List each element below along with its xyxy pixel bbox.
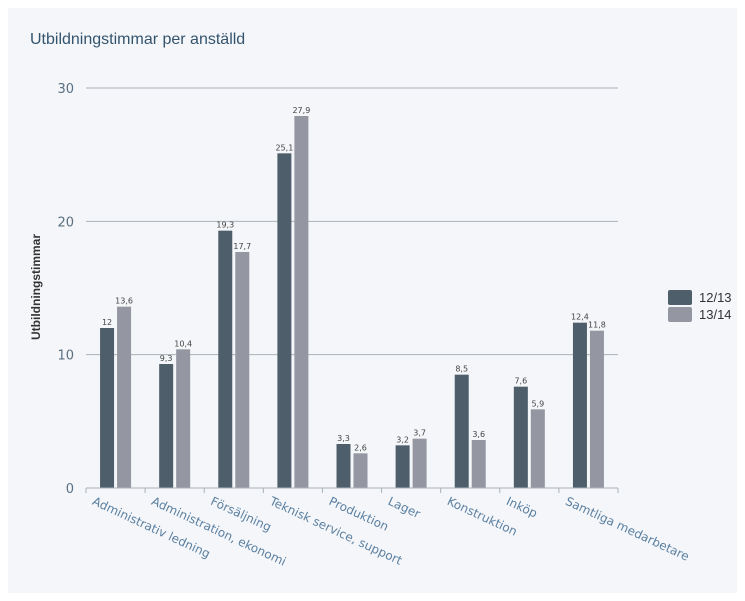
bar <box>353 453 368 488</box>
bar <box>589 330 604 488</box>
y-axis-label: Utbildningstimmar <box>29 234 43 340</box>
bar <box>530 409 545 488</box>
data-label: 3,3 <box>337 434 350 443</box>
bar <box>176 349 191 488</box>
y-tick-label: 0 <box>66 482 74 497</box>
data-label: 25,1 <box>275 143 293 152</box>
data-label: 9,3 <box>160 354 173 363</box>
bar <box>572 322 587 488</box>
legend-swatch <box>668 290 692 305</box>
chart-panel <box>8 8 737 593</box>
data-label: 7,6 <box>514 377 527 386</box>
y-tick-label: 30 <box>57 82 74 97</box>
data-label: 13,6 <box>115 297 133 306</box>
data-labels: 12 13,6 9,310,4 19,3 17,7 25,1 27,9 3,3 2,6 3,2 3,… <box>102 106 606 452</box>
bar <box>471 440 486 488</box>
data-label: 27,9 <box>292 106 310 115</box>
bar <box>218 230 233 488</box>
y-tick-label: 20 <box>57 215 74 230</box>
y-tick-label: 10 <box>57 349 74 364</box>
legend-swatch <box>668 307 692 322</box>
legend: 12/13 13/14 <box>668 290 732 322</box>
data-label: 3,6 <box>472 430 485 439</box>
data-label: 17,7 <box>233 242 251 251</box>
data-label: 8,5 <box>455 365 468 374</box>
x-tick-label: Samtliga medarbetare <box>563 494 691 564</box>
legend-label: 13/14 <box>699 307 732 322</box>
data-label: 11,8 <box>588 321 606 330</box>
legend-label: 12/13 <box>699 290 732 305</box>
chart-title: Utbildningstimmar per anställd <box>30 31 246 48</box>
data-label: 2,6 <box>354 443 367 452</box>
bar <box>513 386 528 488</box>
data-label: 12 <box>102 318 112 327</box>
x-tick-label: Lager <box>386 494 423 521</box>
bar <box>100 328 115 488</box>
x-tick-label: Inköp <box>504 494 539 520</box>
grid-lines <box>86 87 618 356</box>
bar <box>294 116 309 488</box>
bar <box>395 445 410 488</box>
data-label: 19,3 <box>216 221 234 230</box>
data-label: 3,2 <box>396 435 409 444</box>
x-axis <box>85 487 619 493</box>
y-axis-ticks: 0 10 20 30 <box>57 82 74 497</box>
data-label: 12,4 <box>571 313 589 322</box>
data-label: 10,4 <box>174 339 192 348</box>
bar <box>454 374 469 488</box>
bar <box>412 438 427 488</box>
bars <box>100 116 604 489</box>
bar <box>117 306 132 488</box>
data-label: 3,7 <box>413 429 426 438</box>
data-label: 5,9 <box>531 399 544 408</box>
bar <box>336 444 351 488</box>
bar <box>159 364 174 488</box>
bar <box>277 153 292 489</box>
bar <box>235 252 250 488</box>
